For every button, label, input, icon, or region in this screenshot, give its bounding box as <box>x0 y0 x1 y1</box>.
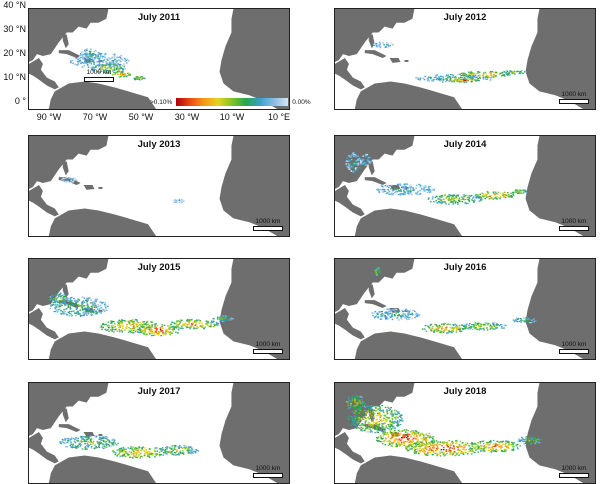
scale-bar: 1000 km <box>84 69 114 82</box>
scale-bar-label: 1000 km <box>255 465 281 472</box>
lon-label-70w: 70 °W <box>82 112 108 122</box>
map-canvas <box>335 259 595 359</box>
scale-bar-label: 1000 km <box>561 91 587 98</box>
map-canvas <box>335 9 595 109</box>
map-panel-7: July 2017 1000 km <box>28 382 290 484</box>
scale-bar-label: 1000 km <box>255 218 281 225</box>
scale-bar-label: 1000 km <box>561 341 587 348</box>
map-panel-5: July 2015 1000 km <box>28 258 290 360</box>
scale-bar: 1000 km <box>253 465 283 478</box>
map-panel-3: July 2013 1000 km <box>28 135 290 237</box>
map-panel-2: July 2012 1000 km <box>334 8 596 110</box>
scale-bar-line <box>559 99 589 104</box>
scale-bar: 1000 km <box>559 218 589 231</box>
panel-title: July 2012 <box>443 12 487 23</box>
legend-gradient <box>176 98 289 106</box>
panel-title: July 2013 <box>137 139 181 150</box>
scale-bar-label: 1000 km <box>561 465 587 472</box>
scale-bar-line <box>559 349 589 354</box>
map-panel-1: July 2011 1000 km <box>28 8 290 110</box>
map-panel-4: July 2014 1000 km <box>334 135 596 237</box>
lon-label-10e: 10 °E <box>267 112 291 122</box>
scale-bar: 1000 km <box>559 465 589 478</box>
scale-bar-label: 1000 km <box>255 341 281 348</box>
scale-bar-label: 1000 km <box>86 69 112 76</box>
legend-low-label: 0.00% <box>292 98 311 106</box>
map-canvas <box>29 136 289 236</box>
map-panel-8: July 2018 1000 km <box>334 382 596 484</box>
panel-title: July 2018 <box>443 386 487 397</box>
scale-bar-line <box>84 77 114 82</box>
scale-bar: 1000 km <box>559 341 589 354</box>
lat-label-40n: 40 °N <box>3 0 26 10</box>
scale-bar: 1000 km <box>253 341 283 354</box>
lon-label-90w: 90 °W <box>36 112 62 122</box>
scale-bar-label: 1000 km <box>561 218 587 225</box>
legend-high-label: >0.10% <box>150 98 173 106</box>
map-canvas <box>335 136 595 236</box>
color-legend: >0.10% 0.00% <box>150 97 311 107</box>
scale-bar-line <box>559 226 589 231</box>
panel-title: July 2014 <box>443 139 487 150</box>
panel-title: July 2015 <box>137 262 181 273</box>
map-panel-6: July 2016 1000 km <box>334 258 596 360</box>
panel-title: July 2016 <box>443 262 487 273</box>
lat-label-10n: 10 °N <box>3 72 26 82</box>
map-canvas <box>29 259 289 359</box>
scale-bar-line <box>559 473 589 478</box>
map-canvas <box>29 9 289 109</box>
lon-label-10w: 10 °W <box>219 112 245 122</box>
scale-bar-line <box>253 473 283 478</box>
scale-bar: 1000 km <box>253 218 283 231</box>
panel-title: July 2017 <box>137 386 181 397</box>
lat-label-30n: 30 °N <box>3 24 26 34</box>
scale-bar-line <box>253 349 283 354</box>
lon-label-30w: 30 °W <box>174 112 200 122</box>
scale-bar-line <box>253 226 283 231</box>
lon-label-50w: 50 °W <box>128 112 154 122</box>
lat-label-20n: 20 °N <box>3 48 26 58</box>
panel-title: July 2011 <box>137 12 181 23</box>
lat-label-0: 0 ° <box>14 96 26 106</box>
map-canvas <box>335 383 595 483</box>
scale-bar: 1000 km <box>559 91 589 104</box>
map-canvas <box>29 383 289 483</box>
